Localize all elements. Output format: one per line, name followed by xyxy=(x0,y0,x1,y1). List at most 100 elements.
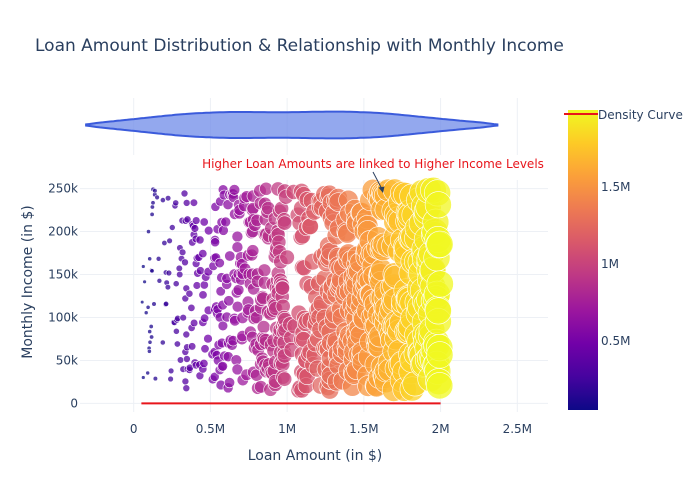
scatter-point xyxy=(274,280,290,296)
scatter-point xyxy=(150,200,156,206)
scatter-point xyxy=(424,191,452,219)
scatter-point xyxy=(301,217,319,235)
annotation-layer: Higher Loan Amounts are linked to Higher… xyxy=(202,157,544,193)
scatter-point xyxy=(198,290,208,300)
scatter-point xyxy=(154,194,160,201)
scatter-point xyxy=(256,320,271,334)
scatter-point xyxy=(190,224,200,233)
x-tick-label: 0.5M xyxy=(196,422,225,436)
scatter-point xyxy=(182,199,191,207)
scatter-point xyxy=(220,216,231,228)
legend[interactable]: Density Curve xyxy=(564,108,683,122)
scatter-point xyxy=(232,284,245,296)
scatter-point xyxy=(172,327,180,335)
scatter-point xyxy=(152,376,158,382)
scatter-point xyxy=(200,313,210,323)
scatter-point xyxy=(200,344,210,354)
scatter-point xyxy=(210,237,220,248)
scatter-point xyxy=(165,195,172,202)
scatter-point xyxy=(164,284,171,291)
scatter-point xyxy=(185,289,194,298)
scatter-point xyxy=(149,204,155,210)
scatter-point xyxy=(224,377,236,389)
scatter-point xyxy=(145,370,150,376)
scatter-point xyxy=(181,258,189,267)
scatter-point xyxy=(424,297,452,325)
scatter-point xyxy=(163,300,170,307)
scatter-point xyxy=(141,375,146,380)
scatter-point xyxy=(198,249,208,259)
y-tick-label: 150k xyxy=(48,268,78,282)
scatter-point xyxy=(214,257,225,269)
colorbar-tick-label: 0.5M xyxy=(601,334,630,348)
scatter-point xyxy=(169,224,176,231)
scatter-point xyxy=(199,217,209,227)
chart-title: Loan Amount Distribution & Relationship … xyxy=(35,36,564,56)
scatter-point xyxy=(187,303,196,312)
y-tick-label: 50k xyxy=(56,353,78,367)
scatter-point xyxy=(276,371,293,387)
colorbar-tick-label: 1M xyxy=(601,257,619,271)
scatter-point xyxy=(224,250,236,262)
scatter-point xyxy=(223,295,235,307)
colorbar-gradient xyxy=(568,110,598,410)
scatter-point xyxy=(165,269,173,277)
scatter-point xyxy=(141,264,146,269)
scatter-point xyxy=(161,240,168,247)
scatter-point xyxy=(176,270,184,279)
scatter-point xyxy=(182,330,191,339)
scatter-point xyxy=(175,264,183,273)
scatter-point xyxy=(195,235,205,245)
scatter-point xyxy=(217,361,228,372)
axes-layer: 0 0.5M 1M 1.5M 2M 2.5M 0 50k 100k 150k 200k 250k xyxy=(48,182,532,436)
scatter-point xyxy=(179,314,187,322)
x-tick-label: 2.5M xyxy=(503,422,532,436)
scatter-point xyxy=(142,279,147,284)
scatter-point xyxy=(181,377,190,386)
x-axis-label: Loan Amount (in $) xyxy=(248,448,383,464)
violin-shape xyxy=(85,110,499,140)
scatter-point xyxy=(172,199,180,207)
scatter-point xyxy=(204,225,214,236)
violin-layer xyxy=(85,110,499,140)
scatter-point xyxy=(209,371,220,382)
scatter-point xyxy=(159,197,166,203)
scatter-point xyxy=(140,300,145,305)
scatter-point xyxy=(159,339,166,346)
scatter-point xyxy=(215,286,226,297)
x-tick-label: 1.5M xyxy=(349,422,378,436)
scatter-point xyxy=(192,281,202,290)
scatter-point xyxy=(426,230,454,258)
scatter-point xyxy=(178,248,187,257)
scatter-point xyxy=(277,215,293,231)
scatter-point xyxy=(149,334,155,340)
scatter-point xyxy=(151,301,157,307)
scatter-point xyxy=(173,340,181,348)
scatter-point xyxy=(146,229,151,234)
scatter-point xyxy=(192,216,201,225)
scatter-point xyxy=(167,375,174,383)
scatter-point xyxy=(167,367,175,375)
colorbar: 0.5M 1M 1.5M xyxy=(568,110,630,410)
points-layer xyxy=(140,176,454,402)
scatter-point xyxy=(143,310,149,316)
annotation-text: Higher Loan Amounts are linked to Higher… xyxy=(202,157,544,171)
colorbar-tick-label: 1.5M xyxy=(601,180,630,194)
annotation-arrow-head xyxy=(378,186,385,193)
scatter-point xyxy=(183,215,192,224)
scatter-point xyxy=(149,211,155,217)
scatter-point xyxy=(148,323,154,329)
scatter-point xyxy=(149,268,155,274)
y-tick-label: 100k xyxy=(48,310,78,324)
scatter-point xyxy=(182,384,191,393)
y-tick-label: 250k xyxy=(48,182,78,196)
y-tick-label: 200k xyxy=(48,225,78,239)
y-tick-label: 0 xyxy=(70,396,78,410)
legend-density-label: Density Curve xyxy=(598,108,683,122)
scatter-point xyxy=(176,356,185,364)
scatter-point xyxy=(146,348,152,354)
scatter-point xyxy=(180,189,189,198)
scatter-point xyxy=(231,241,244,253)
